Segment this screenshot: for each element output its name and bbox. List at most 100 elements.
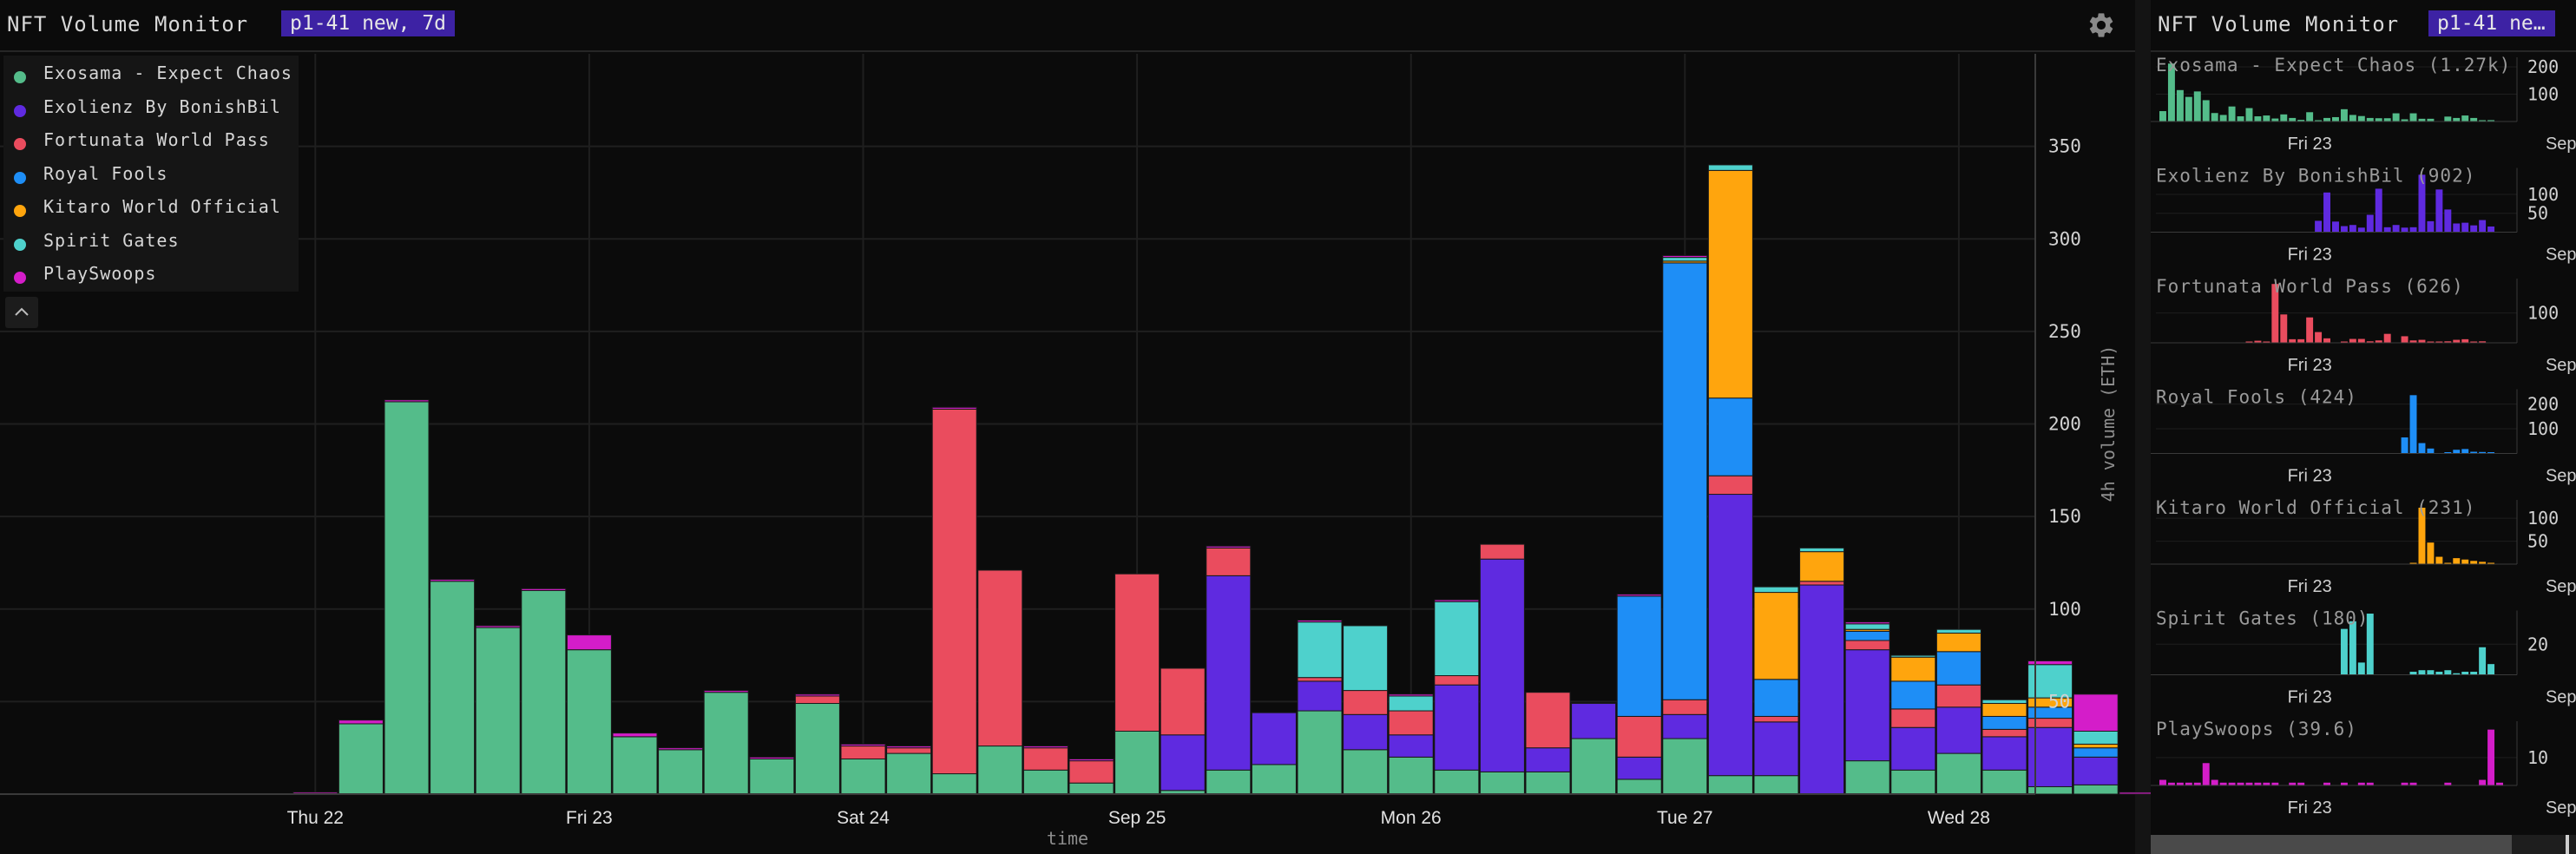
bar-segment-0 <box>1662 738 1708 795</box>
side-scrollbar-edge <box>2566 835 2569 854</box>
bar-segment-3 <box>1935 651 1981 686</box>
sm-x-tick-label: Fri 23 <box>2288 356 2332 375</box>
sm-bar <box>2461 222 2469 233</box>
legend-swatch <box>14 104 26 117</box>
sm-x-tick-label: Sep 25 <box>2546 356 2576 375</box>
bar-segment-0 <box>703 692 749 795</box>
y-tick-label: 50 <box>2048 691 2070 712</box>
sm-bar <box>2392 113 2400 122</box>
bar-segment-0 <box>1935 752 1981 795</box>
sm-bar <box>2409 340 2417 343</box>
bar-segment-2 <box>840 746 886 759</box>
bar-segment-6 <box>749 756 795 759</box>
sm-bar <box>2263 782 2270 785</box>
sm-bar <box>2315 120 2323 122</box>
sm-bar <box>2487 664 2495 675</box>
sm-title: Exolienz By BonishBil (902) <box>2156 166 2475 187</box>
sm-bar <box>2409 113 2417 122</box>
sm-y-tick-label: 50 <box>2527 531 2548 552</box>
bar-segment-3 <box>1981 715 2027 730</box>
side-query-tag[interactable]: p1-41 new, 7d <box>2428 10 2555 36</box>
sm-bar <box>2271 284 2279 343</box>
sm-bar <box>2401 437 2408 454</box>
sm-bar <box>2176 89 2184 122</box>
small-multiple-bg <box>2151 716 2576 824</box>
side-scrollbar-track[interactable] <box>2512 835 2576 854</box>
sm-bar <box>2453 450 2461 454</box>
query-tag[interactable]: p1-41 new, 7d <box>281 10 456 36</box>
sm-y-tick-label: 100 <box>2527 184 2559 205</box>
bar-segment-2 <box>1114 573 1160 732</box>
sm-bar <box>2401 336 2408 343</box>
sm-bar <box>2427 448 2435 454</box>
sm-bar <box>2427 341 2435 343</box>
bar-segment-1 <box>1616 756 1662 780</box>
bar-segment-2 <box>1343 690 1389 715</box>
bar-segment-4 <box>1753 592 1799 680</box>
sm-bar <box>2453 558 2461 564</box>
bar-segment-0 <box>2073 784 2119 795</box>
y-tick-label: 300 <box>2048 228 2081 249</box>
sm-bar <box>2479 341 2487 343</box>
sm-bar <box>2418 443 2426 454</box>
sm-bar <box>2176 782 2184 785</box>
bar-segment-3 <box>1844 630 1890 641</box>
sm-x-tick-label: Sep 25 <box>2546 688 2576 707</box>
x-axis-label: time <box>1047 828 1088 849</box>
legend-swatch <box>14 205 26 217</box>
sm-bar <box>2487 729 2495 785</box>
bar-segment-2 <box>1890 708 1936 728</box>
sm-bar <box>2496 782 2503 785</box>
bar-segment-0 <box>338 723 384 795</box>
sm-bar <box>2289 782 2297 785</box>
bar-segment-1 <box>1844 649 1890 762</box>
sm-bar <box>2219 115 2227 122</box>
bar-segment-2 <box>1068 760 1114 784</box>
bar-segment-6 <box>430 579 476 582</box>
sm-bar <box>2306 112 2314 122</box>
sm-bar <box>2211 113 2218 122</box>
sm-bar <box>2453 223 2461 233</box>
bar-segment-2 <box>1844 640 1890 651</box>
sm-bar <box>2487 562 2495 564</box>
bar-segment-2 <box>931 408 977 775</box>
x-tick-label: Sep 25 <box>1108 808 1166 828</box>
sm-y-tick-label: 100 <box>2527 84 2559 105</box>
sm-bar <box>2254 340 2262 343</box>
sm-bar <box>2383 227 2391 233</box>
bar-segment-6 <box>658 747 704 751</box>
sm-x-tick-label: Sep 25 <box>2546 246 2576 265</box>
gear-icon[interactable] <box>2086 10 2116 40</box>
bar-segment-0 <box>658 749 704 795</box>
bar-segment-6 <box>1206 545 1252 549</box>
bar-segment-0 <box>1753 775 1799 795</box>
sm-x-tick-label: Sep 25 <box>2546 467 2576 486</box>
x-tick-label: Sat 24 <box>837 808 890 828</box>
sm-bar <box>2297 782 2305 785</box>
bar-segment-2 <box>1662 699 1708 715</box>
bar-segment-0 <box>475 627 521 795</box>
sm-bar <box>2271 118 2279 122</box>
legend-swatch <box>14 71 26 83</box>
bar-segment-5 <box>1981 699 2027 705</box>
sm-title: Spirit Gates (180) <box>2156 608 2369 629</box>
sm-x-tick-label: Fri 23 <box>2288 246 2332 265</box>
sm-bar <box>2444 209 2452 233</box>
sm-bar <box>2245 782 2253 785</box>
sm-bar <box>2427 220 2435 233</box>
small-multiple-bg <box>2151 162 2576 270</box>
sm-y-tick-label: 200 <box>2527 394 2559 415</box>
side-scrollbar-thumb[interactable] <box>2151 835 2512 854</box>
bar-segment-2 <box>1707 475 1753 496</box>
collapse-legend-button[interactable] <box>5 297 38 328</box>
sm-bar <box>2375 118 2382 122</box>
sm-bar <box>2237 116 2244 122</box>
sm-bar <box>2357 662 2365 675</box>
bar-segment-0 <box>521 589 567 795</box>
bar-segment-0 <box>977 746 1023 795</box>
sm-bar <box>2263 341 2270 343</box>
bar-segment-5 <box>1343 625 1389 692</box>
